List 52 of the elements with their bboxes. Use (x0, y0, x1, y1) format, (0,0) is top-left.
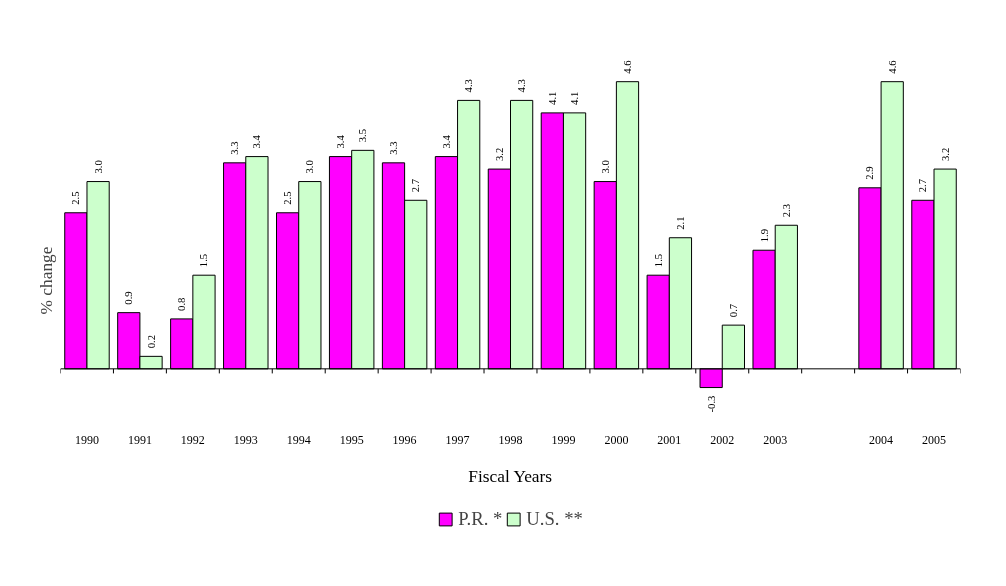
data-label: 4.6 (622, 59, 633, 74)
data-label: 2.9 (864, 166, 876, 180)
data-label: 4.1 (546, 91, 558, 105)
data-label: 3.3 (229, 141, 241, 155)
x-tick-label: 2001 (657, 432, 682, 447)
data-label: 0.8 (176, 297, 188, 311)
legend-label: P.R. * (458, 508, 503, 530)
data-label: 1.5 (652, 253, 664, 268)
x-tick-label: 1990 (74, 432, 99, 447)
data-label: 4.1 (569, 91, 581, 105)
data-label: 4.6 (886, 59, 898, 74)
data-label: 3.0 (92, 160, 104, 174)
data-label: 3.0 (599, 160, 611, 174)
x-tick-label: 2005 (922, 432, 947, 447)
x-tick-label: 2003 (763, 432, 788, 447)
data-label: 1.5 (198, 253, 210, 268)
data-label: 3.2 (493, 147, 505, 162)
data-label: 0.2 (145, 335, 157, 349)
x-tick-label: 1997 (445, 432, 470, 447)
x-tick-label: 1998 (498, 432, 523, 447)
data-label: 2.3 (780, 203, 792, 218)
data-label: 2.7 (917, 178, 929, 193)
data-label: 3.4 (335, 134, 347, 149)
data-label: 2.5 (70, 191, 82, 205)
data-label: 2.1 (674, 216, 686, 230)
data-label: 0.7 (727, 303, 739, 318)
data-label: 3.2 (939, 147, 951, 162)
legend-label: U.S. ** (526, 508, 583, 530)
data-label: 3.5 (357, 129, 369, 143)
data-label: 3.4 (440, 134, 452, 149)
x-tick-label: 1999 (551, 432, 576, 447)
data-label: 3.3 (388, 141, 399, 155)
x-tick-label: 2002 (710, 432, 735, 447)
x-tick-label: 1991 (127, 432, 152, 447)
x-tick-label: 1995 (339, 432, 364, 447)
data-label: -0.3 (705, 395, 717, 413)
data-label: 4.3 (516, 79, 528, 93)
data-label: 1.9 (758, 228, 770, 243)
x-axis-title: Fiscal Years (468, 466, 553, 486)
x-tick-label: 1996 (392, 432, 417, 447)
data-label: 2.7 (410, 178, 422, 193)
data-label: 2.5 (282, 191, 294, 205)
x-tick-label: 1992 (180, 432, 205, 447)
data-label: 0.9 (123, 291, 135, 305)
x-tick-label: 2000 (604, 432, 629, 447)
data-label: 3.4 (251, 134, 263, 149)
x-tick-label: 1994 (286, 432, 311, 447)
data-label: 3.0 (304, 160, 316, 174)
x-tick-label: 2004 (869, 432, 894, 447)
data-label: 4.3 (463, 79, 475, 93)
y-axis-title: % change (36, 246, 56, 315)
x-tick-label: 1993 (233, 432, 258, 447)
